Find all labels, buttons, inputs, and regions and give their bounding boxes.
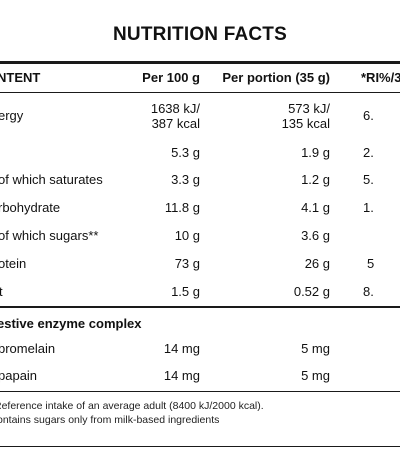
- protein-portion: 26 g: [304, 256, 330, 271]
- table-bottom-rule: [0, 306, 400, 308]
- carbohydrate-ri: 1.: [363, 200, 374, 215]
- enzyme-section-heading: estive enzyme complex: [0, 316, 142, 331]
- header-content: NTENT: [0, 70, 41, 85]
- row-label-sugars: of which sugars**: [0, 228, 99, 243]
- header-per-100g: Per 100 g: [142, 70, 200, 85]
- row-label-salt: t: [0, 284, 3, 299]
- protein-ri: 5: [367, 256, 375, 271]
- energy-per100-kj: 1638 kJ/: [150, 101, 200, 116]
- bromelain-per100: 14 mg: [163, 341, 200, 356]
- salt-ri: 8.: [363, 284, 374, 299]
- row-label-saturates: of which saturates: [0, 172, 103, 187]
- fat-ri: 2.: [363, 145, 374, 160]
- fat-per100: 5.3 g: [171, 145, 200, 160]
- row-label-carbohydrate: rbohydrate: [0, 200, 61, 215]
- bromelain-portion: 5 mg: [301, 341, 330, 356]
- row-label-bromelain: bromelain: [0, 341, 56, 356]
- energy-ri: 6.: [363, 108, 374, 123]
- salt-per100: 1.5 g: [171, 284, 200, 299]
- header-rule: [0, 92, 400, 93]
- enzyme-bottom-rule: [0, 391, 400, 392]
- energy-portion-kj: 573 kJ/: [288, 101, 330, 116]
- saturates-ri: 5.: [363, 172, 374, 187]
- footnote-sugars: ontains sugars only from milk-based ingr…: [0, 414, 220, 426]
- header-ri: *RI%/3: [361, 70, 400, 85]
- papain-portion: 5 mg: [301, 368, 330, 383]
- salt-portion: 0.52 g: [293, 284, 330, 299]
- energy-portion-kcal: 135 kcal: [281, 116, 330, 131]
- energy-per100-kcal: 387 kcal: [151, 116, 200, 131]
- papain-per100: 14 mg: [163, 368, 200, 383]
- row-label-energy: ergy: [0, 108, 24, 123]
- carbohydrate-portion: 4.1 g: [301, 200, 330, 215]
- page-bottom-rule: [0, 446, 400, 447]
- footnote-reference-intake: Reference intake of an average adult (84…: [0, 400, 264, 412]
- sugars-portion: 3.6 g: [301, 228, 330, 243]
- fat-portion: 1.9 g: [301, 145, 330, 160]
- title-rule: [0, 61, 400, 64]
- sugars-per100: 10 g: [174, 228, 200, 243]
- protein-per100: 73 g: [174, 256, 200, 271]
- saturates-per100: 3.3 g: [171, 172, 200, 187]
- saturates-portion: 1.2 g: [301, 172, 330, 187]
- row-label-protein: otein: [0, 256, 27, 271]
- carbohydrate-per100: 11.8 g: [164, 200, 200, 215]
- header-per-portion: Per portion (35 g): [222, 70, 330, 85]
- row-label-papain: papain: [0, 368, 38, 383]
- nutrition-title: NUTRITION FACTS: [113, 24, 287, 45]
